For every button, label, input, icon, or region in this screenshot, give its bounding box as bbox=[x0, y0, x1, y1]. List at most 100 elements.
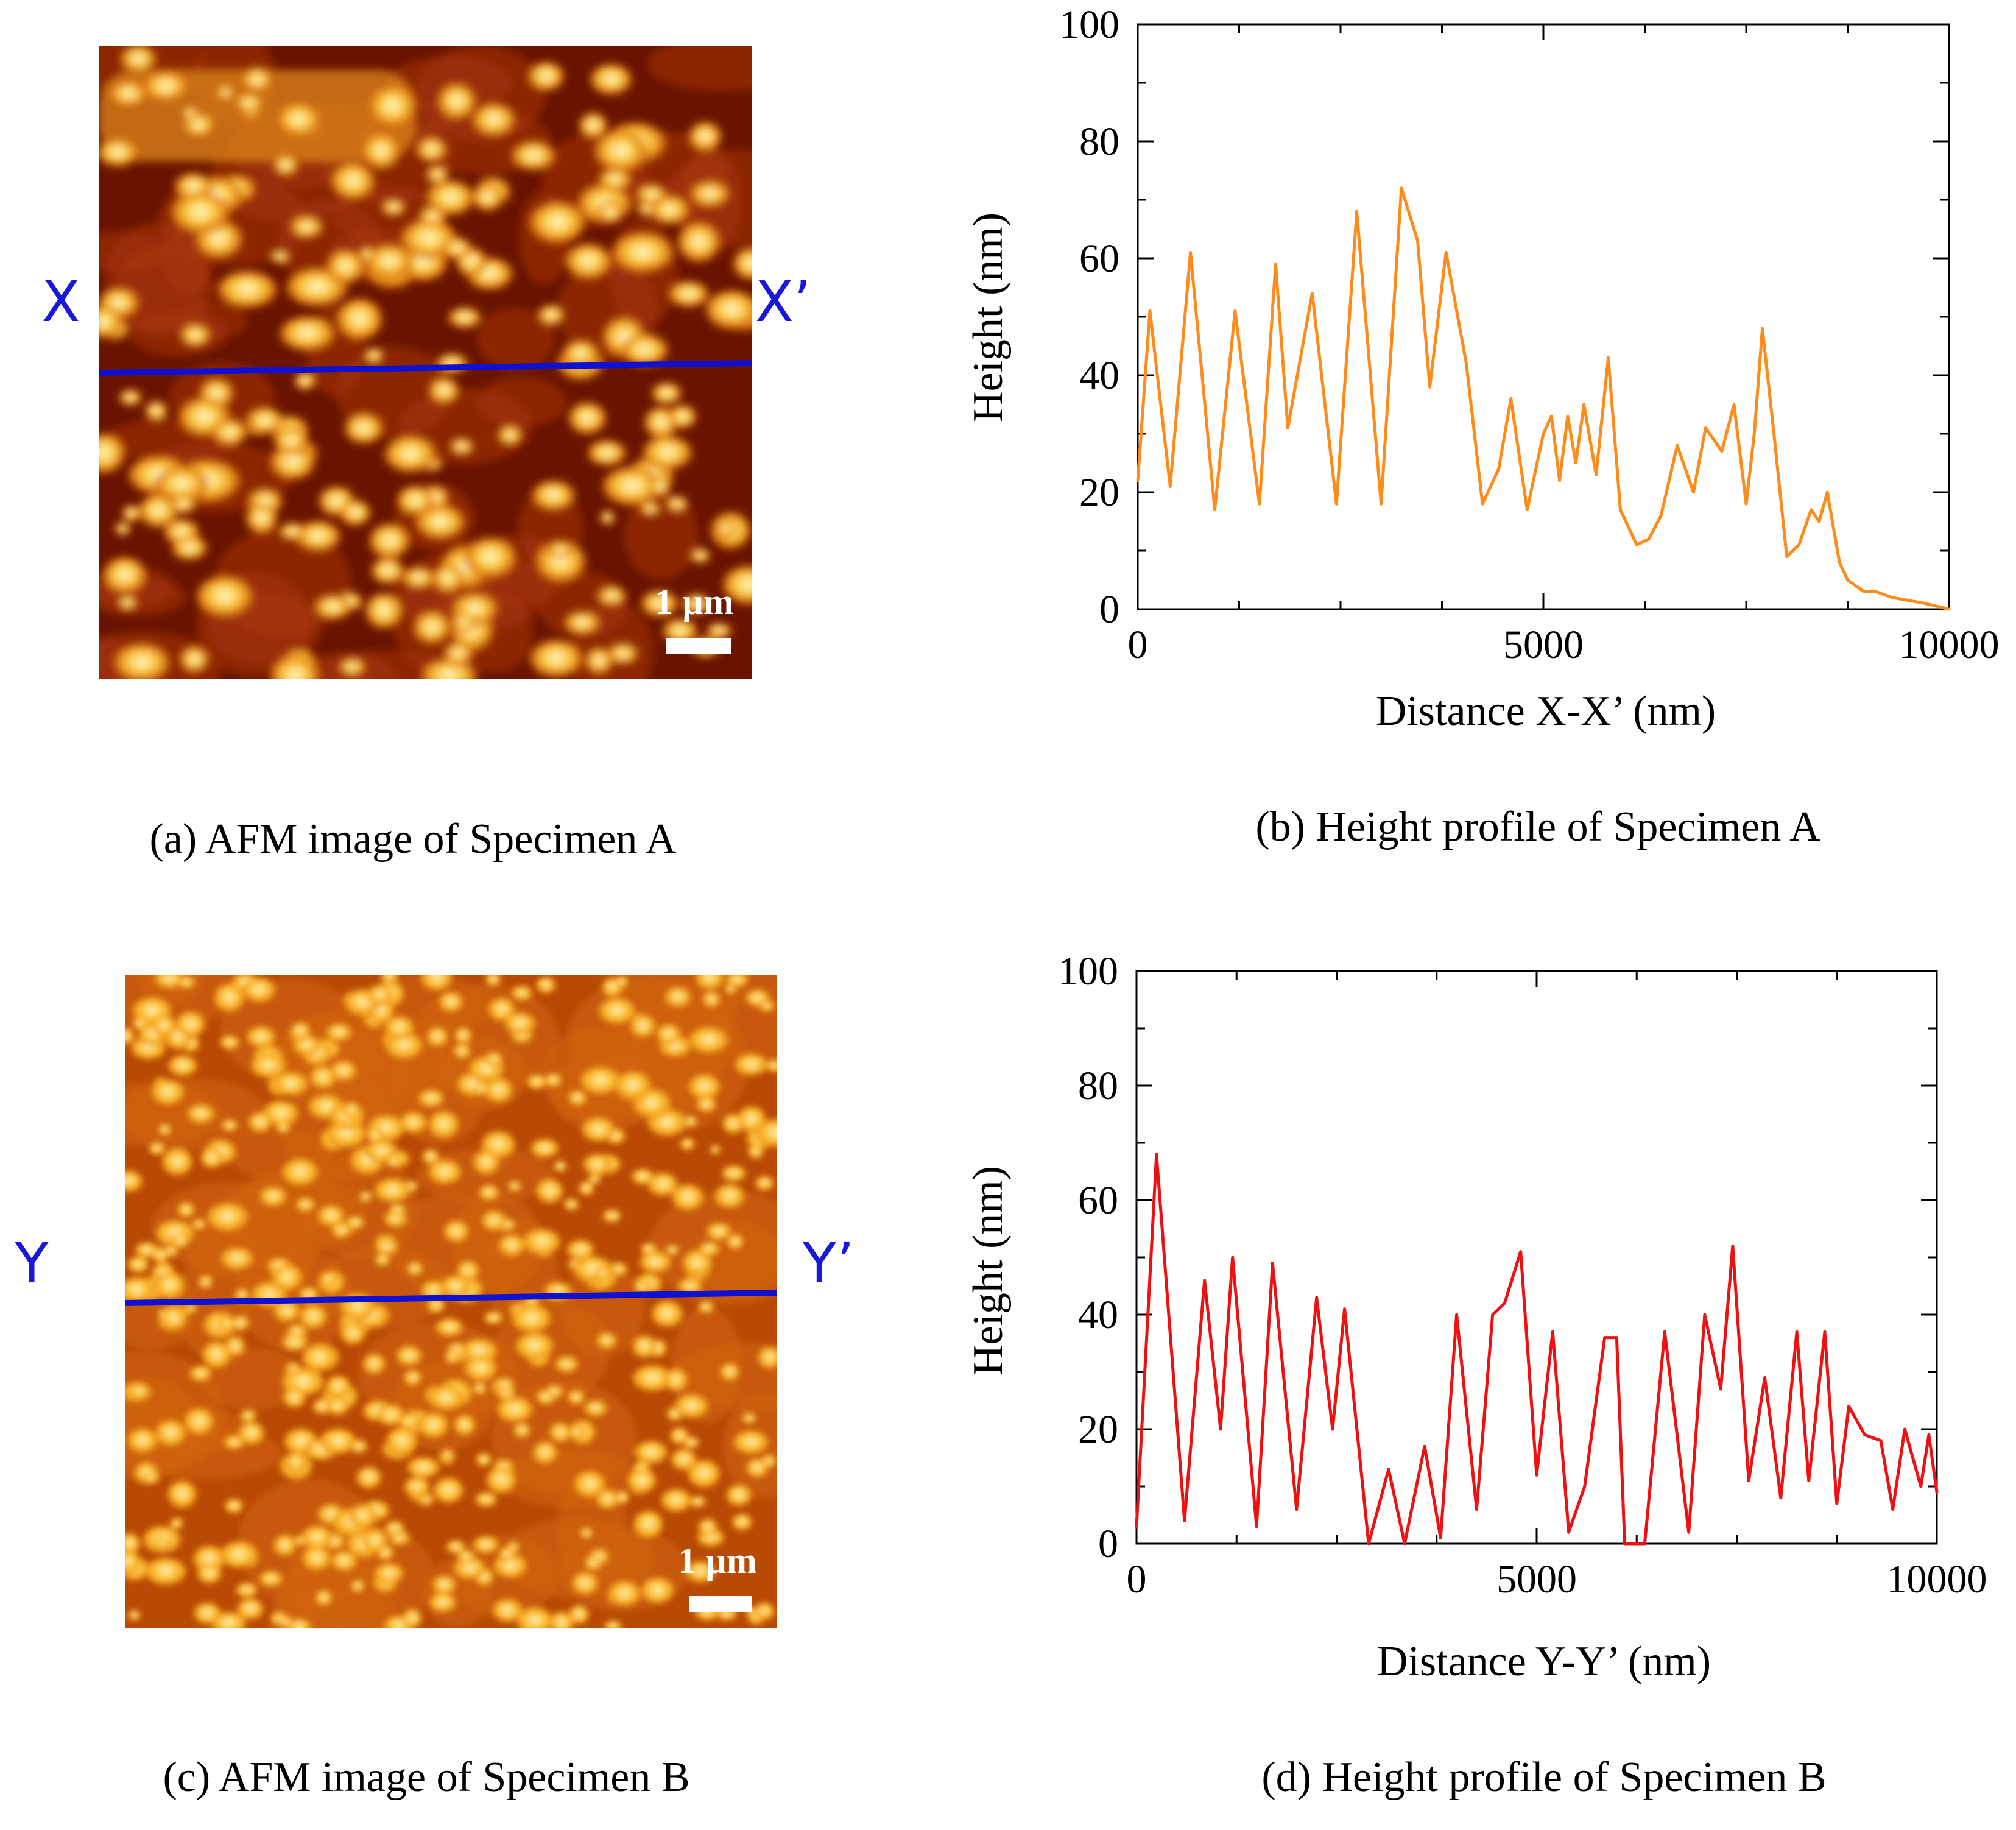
afm-island bbox=[636, 185, 668, 205]
caption-d: (d) Height profile of Specimen B bbox=[1261, 1754, 1826, 1801]
x-tick-label: 0 bbox=[1128, 623, 1148, 667]
afm-grain bbox=[282, 1159, 319, 1187]
afm-island bbox=[599, 510, 615, 525]
afm-grain bbox=[426, 1027, 448, 1047]
afm-island bbox=[122, 505, 141, 523]
afm-grain bbox=[235, 1583, 258, 1599]
afm-grain bbox=[720, 1363, 739, 1382]
afm-island bbox=[602, 467, 663, 507]
afm-island bbox=[365, 593, 403, 631]
afm-grain bbox=[512, 1305, 551, 1334]
afm-grain bbox=[429, 1592, 456, 1613]
marker-label-x-prime: X’ bbox=[755, 269, 811, 334]
afm-grain bbox=[428, 1160, 462, 1185]
afm-grain bbox=[407, 1262, 423, 1276]
afm-grain bbox=[217, 1316, 235, 1333]
afm-grain bbox=[687, 1460, 721, 1489]
afm-grain bbox=[439, 992, 463, 1012]
afm-grain bbox=[581, 1117, 615, 1143]
afm-grain bbox=[125, 1170, 143, 1193]
afm-grain bbox=[427, 1297, 445, 1314]
afm-grain bbox=[614, 975, 628, 989]
afm-island bbox=[562, 341, 599, 369]
afm-grain bbox=[669, 1427, 689, 1445]
caption-a: (a) AFM image of Specimen A bbox=[149, 816, 677, 863]
afm-island bbox=[365, 245, 414, 281]
afm-grain bbox=[386, 1155, 403, 1168]
afm-grain bbox=[441, 1450, 454, 1460]
afm-island bbox=[109, 82, 148, 108]
afm-grain bbox=[155, 1421, 186, 1447]
afm-island bbox=[651, 383, 682, 406]
afm-island bbox=[118, 596, 137, 611]
afm-grain bbox=[158, 1124, 171, 1136]
afm-grain bbox=[221, 1120, 238, 1132]
afm-grain bbox=[418, 1413, 449, 1440]
afm-grain bbox=[698, 1519, 718, 1536]
afm-grain bbox=[476, 1452, 492, 1468]
afm-grain bbox=[301, 1344, 337, 1372]
y-tick-label: 100 bbox=[1059, 2, 1119, 47]
afm-grain bbox=[568, 1605, 590, 1625]
afm-grain bbox=[200, 1147, 224, 1170]
afm-texture-patch bbox=[477, 308, 555, 370]
afm-island bbox=[733, 248, 752, 281]
afm-island bbox=[642, 436, 693, 472]
chart-b-series bbox=[1136, 186, 1951, 611]
afm-island bbox=[182, 107, 199, 122]
afm-island bbox=[443, 643, 473, 666]
afm-grain bbox=[281, 1333, 308, 1352]
afm-grain bbox=[421, 975, 453, 992]
afm-grain bbox=[396, 1346, 422, 1367]
afm-grain bbox=[495, 1379, 515, 1393]
afm-island bbox=[276, 103, 322, 138]
afm-grain bbox=[585, 1555, 602, 1571]
scalebar bbox=[689, 1596, 752, 1612]
afm-island bbox=[364, 348, 383, 364]
afm-grain bbox=[680, 1138, 695, 1151]
afm-grain bbox=[381, 975, 398, 984]
afm-grain bbox=[250, 1053, 286, 1079]
afm-island bbox=[339, 659, 365, 677]
afm-grain bbox=[127, 1429, 158, 1454]
afm-grain bbox=[248, 1112, 272, 1133]
afm-island bbox=[428, 378, 459, 405]
afm-island bbox=[688, 122, 722, 153]
afm-island bbox=[640, 502, 661, 516]
afm-grain bbox=[433, 1477, 464, 1505]
chart-d-xlabel: Distance Y-Y’ (nm) bbox=[1377, 1638, 1711, 1685]
afm-island bbox=[426, 166, 449, 184]
afm-grain bbox=[479, 1185, 499, 1201]
afm-island bbox=[448, 307, 482, 329]
afm-grain bbox=[473, 1150, 499, 1176]
afm-grain bbox=[445, 1350, 459, 1364]
afm-grain bbox=[660, 1489, 692, 1513]
afm-island bbox=[649, 476, 671, 498]
afm-island bbox=[597, 201, 623, 225]
afm-island bbox=[585, 648, 613, 676]
afm-island bbox=[344, 414, 384, 445]
afm-grain bbox=[272, 1264, 303, 1292]
afm-grain bbox=[545, 1073, 562, 1087]
afm-island bbox=[171, 535, 208, 562]
afm-grain bbox=[125, 1277, 155, 1304]
x-tick-label: 10000 bbox=[1887, 1557, 1987, 1602]
afm-grain bbox=[710, 1145, 721, 1155]
afm-grain bbox=[457, 1550, 476, 1564]
afm-grain bbox=[351, 1580, 364, 1592]
afm-island bbox=[640, 590, 678, 618]
afm-grain bbox=[615, 1072, 651, 1101]
afm-grain bbox=[627, 1469, 657, 1494]
afm-grain bbox=[604, 1620, 622, 1628]
afm-grain bbox=[630, 1015, 655, 1038]
afm-grain bbox=[474, 1492, 498, 1508]
afm-grain bbox=[639, 1251, 672, 1274]
afm-grain bbox=[651, 1301, 683, 1329]
afm-grain bbox=[563, 1198, 579, 1211]
afm-grain bbox=[403, 1477, 430, 1497]
afm-grain bbox=[237, 1598, 264, 1620]
afm-grain bbox=[454, 1028, 472, 1044]
x-tick-label: 5000 bbox=[1496, 1557, 1577, 1602]
afm-grain bbox=[398, 1413, 421, 1430]
afm-grain bbox=[714, 1184, 745, 1209]
